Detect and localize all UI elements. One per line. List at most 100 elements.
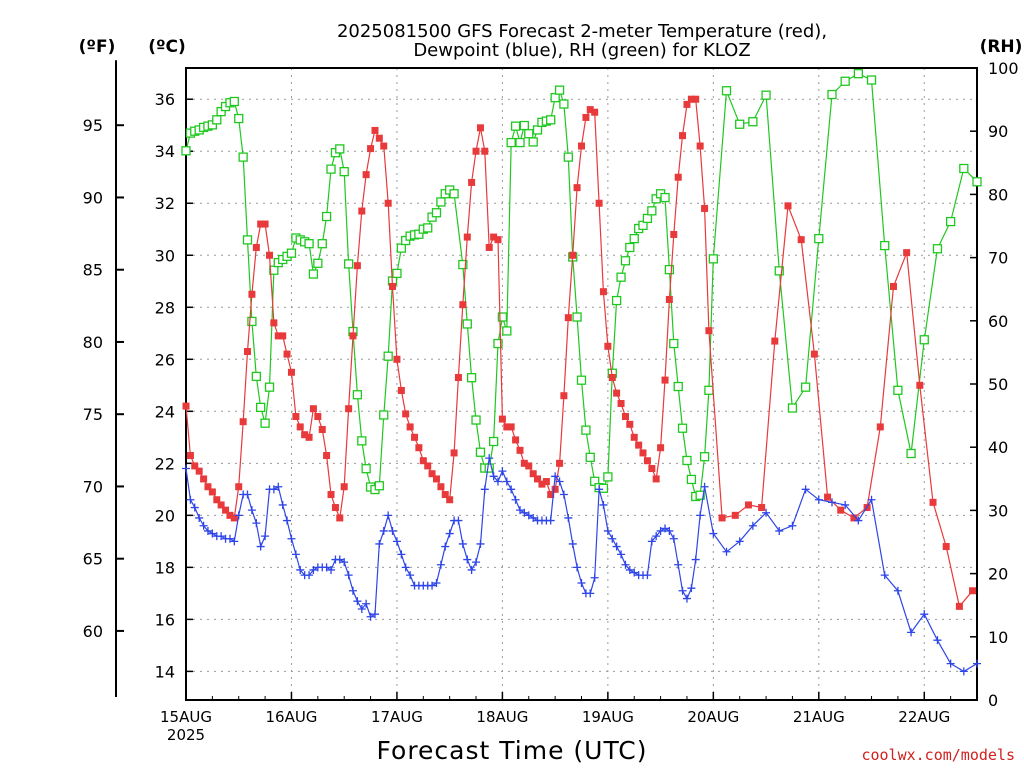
temperature-point (204, 483, 212, 491)
rh-point (352, 390, 363, 400)
dewpoint-point (854, 516, 863, 525)
celsius-tick-label: 16 (155, 610, 175, 629)
dewpoint-point (595, 485, 604, 494)
rh-point (721, 86, 732, 96)
rh-point (234, 113, 244, 124)
temperature-point (512, 436, 520, 444)
rh-tick-label: 100 (988, 59, 1019, 78)
rh-point (660, 192, 670, 203)
temperature-point (323, 452, 331, 460)
dewpoint-point (445, 529, 454, 538)
temperature-point (424, 462, 432, 470)
dewpoint-point (441, 542, 450, 551)
rh-point (471, 415, 481, 425)
rh-point (383, 351, 393, 361)
dewpoint-point (472, 558, 481, 567)
dewpoint-point (568, 539, 577, 548)
temperature-point (674, 173, 682, 181)
rh-point (840, 76, 850, 86)
rh-point (528, 137, 538, 147)
celsius-tick-label: 20 (155, 506, 175, 525)
temperature-point (305, 433, 313, 441)
dewpoint-point (617, 550, 626, 559)
x-tick-label: 20AUG (687, 708, 739, 726)
rh-point (379, 410, 389, 420)
temperature-point (582, 113, 590, 121)
x-year-label: 2025 (167, 726, 205, 744)
temperature-point (213, 496, 221, 504)
temperature-point (679, 132, 687, 140)
dewpoint-point (564, 513, 573, 522)
dewpoint-point (814, 495, 823, 504)
temperature-point (643, 457, 651, 465)
temperature-point (222, 506, 230, 514)
rh-point (699, 452, 710, 462)
rh-tick-label: 60 (988, 312, 1008, 331)
dewpoint-point (652, 532, 661, 541)
rh-point (708, 254, 718, 264)
temperature-point (353, 262, 361, 270)
temperature-point (595, 199, 603, 207)
rh-tick-label: 80 (988, 185, 1008, 204)
dewpoint-point (291, 550, 300, 559)
watermark: coolwx.com/models (861, 746, 1015, 764)
temperature-point (402, 410, 410, 418)
dewpoint-point (674, 560, 683, 569)
temperature-point (635, 441, 643, 449)
temperature-point (573, 184, 581, 192)
rh-point (308, 269, 319, 279)
temperature-point (731, 511, 739, 519)
dewpoint-point (208, 529, 217, 538)
dewpoint-point (340, 558, 349, 567)
temperature-point (314, 413, 322, 421)
temperature-point (191, 462, 199, 470)
rh-point (906, 448, 916, 459)
dewpoint-point (327, 565, 336, 574)
rh-point (932, 244, 943, 254)
temperature-point (419, 457, 427, 465)
temperature-point (639, 449, 647, 457)
rh-point (256, 402, 266, 413)
rh-point (673, 381, 683, 392)
celsius-tick-label: 22 (155, 454, 175, 473)
dewpoint-point (296, 565, 305, 574)
rh-tick-label: 90 (988, 122, 1008, 141)
rh-point (506, 137, 516, 148)
temperature-point (301, 431, 309, 439)
dewpoint-point (379, 526, 388, 535)
rh-point (563, 152, 573, 162)
rh-point (598, 483, 609, 493)
rh-point (260, 418, 270, 428)
celsius-tick-label: 32 (155, 194, 175, 213)
temperature-point (230, 514, 238, 522)
rh-point (554, 85, 565, 95)
dewpoint-point (946, 659, 955, 668)
celsius-tick-label: 28 (155, 298, 175, 317)
dewpoint-point (190, 503, 199, 512)
x-axis-label: Forecast Time (UTC) (377, 736, 648, 765)
temperature-point (564, 314, 572, 322)
temperature-point (516, 446, 524, 454)
dewpoint-point (775, 526, 784, 535)
x-tick-label: 17AUG (371, 708, 423, 726)
temperature-point (955, 602, 963, 610)
rh-point (436, 197, 446, 207)
temperature-point (248, 290, 256, 298)
temperature-point (358, 207, 366, 215)
temperature-point (459, 301, 467, 309)
temperature-point (969, 587, 977, 595)
rh-point (339, 166, 349, 177)
rh-point (304, 239, 314, 249)
temperature-point (380, 142, 388, 150)
dewpoint-point (225, 534, 234, 543)
temperature-point (648, 465, 656, 473)
dewpoint-point (278, 500, 287, 509)
temperature-point (345, 405, 353, 413)
temperature-point (810, 350, 818, 358)
series-temperature (182, 95, 977, 610)
dewpoint-point (388, 526, 397, 535)
dewpoint-point (608, 534, 617, 543)
rh-point (735, 119, 745, 129)
temperature-point (824, 493, 832, 501)
rh-point (335, 144, 345, 154)
